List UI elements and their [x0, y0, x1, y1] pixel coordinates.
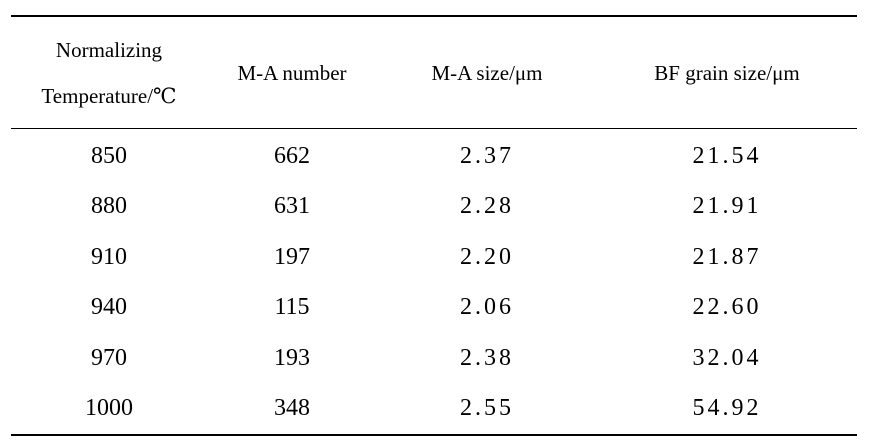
- cell-temperature: 970: [91, 344, 127, 371]
- cell-temperature: 880: [91, 193, 127, 220]
- table-row: 880 631 2.28 21.91: [11, 182, 857, 233]
- table-row: 910 197 2.20 21.87: [11, 232, 857, 283]
- cell-temperature: 910: [91, 243, 127, 270]
- cell-temperature: 1000: [85, 395, 133, 422]
- cell-ma-number: 662: [274, 142, 310, 169]
- cell-bf-grain-size: 21.54: [692, 142, 762, 169]
- cell-temperature: 940: [91, 294, 127, 321]
- table-body: 850 662 2.37 21.54 880 631 2.28 21.91 910 197 2.20…: [11, 129, 857, 435]
- cell-bf-grain-size: 32.04: [692, 344, 762, 371]
- cell-temperature: 850: [91, 142, 127, 169]
- table-row: 940 115 2.06 22.60: [11, 283, 857, 334]
- cell-bf-grain-size: 54.92: [692, 395, 762, 422]
- header-normalizing-temperature-line1: Normalizing: [55, 37, 163, 62]
- normalizing-results-table: Normalizing Temperature/℃ M-A number M-A…: [11, 15, 857, 436]
- cell-ma-size: 2.20: [460, 243, 514, 270]
- cell-bf-grain-size: 21.91: [692, 193, 762, 220]
- table-row: 850 662 2.37 21.54: [11, 129, 857, 182]
- cell-ma-size: 2.37: [460, 142, 514, 169]
- data-table-container: Normalizing Temperature/℃ M-A number M-A…: [11, 15, 857, 436]
- table-row: 970 193 2.38 32.04: [11, 333, 857, 384]
- cell-ma-number: 115: [274, 294, 310, 321]
- cell-ma-number: 348: [274, 395, 310, 422]
- header-bf-grain-size: BF grain size/μm: [654, 60, 800, 85]
- cell-ma-size: 2.28: [460, 193, 514, 220]
- cell-ma-size: 2.38: [460, 344, 514, 371]
- header-ma-size: M-A size/μm: [431, 60, 543, 85]
- header-normalizing-temperature: Normalizing Temperature/℃: [11, 16, 207, 129]
- table-header: Normalizing Temperature/℃ M-A number M-A…: [11, 16, 857, 129]
- header-row: Normalizing Temperature/℃ M-A number M-A…: [11, 16, 857, 129]
- cell-bf-grain-size: 21.87: [692, 243, 762, 270]
- cell-bf-grain-size: 22.60: [692, 294, 762, 321]
- header-ma-number: M-A number: [237, 60, 347, 85]
- cell-ma-size: 2.55: [460, 395, 514, 422]
- cell-ma-size: 2.06: [460, 294, 514, 321]
- header-normalizing-temperature-line2: Temperature/℃: [41, 83, 177, 108]
- cell-ma-number: 631: [274, 193, 310, 220]
- cell-ma-number: 193: [274, 344, 310, 371]
- table-row: 1000 348 2.55 54.92: [11, 384, 857, 435]
- cell-ma-number: 197: [274, 243, 310, 270]
